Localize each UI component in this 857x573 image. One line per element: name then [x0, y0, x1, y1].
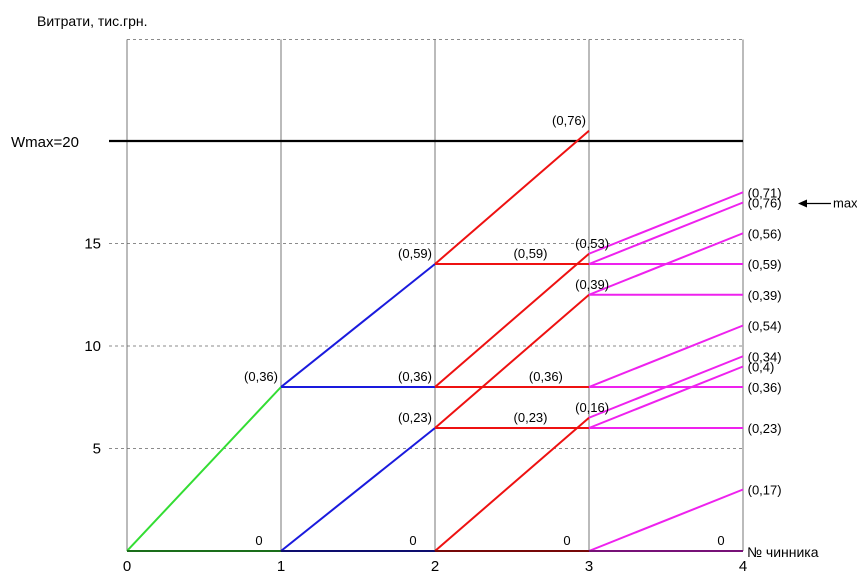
segment-stage3 — [434, 129, 590, 265]
data-label: (0,34) — [748, 349, 782, 364]
data-label: (0,54) — [748, 319, 782, 334]
y-axis-title: Витрати, тис.грн. — [37, 13, 147, 29]
data-label: (0,76) — [552, 113, 586, 128]
data-label: (0,76) — [748, 196, 782, 211]
segment-stage1 — [126, 386, 282, 552]
y-tick-label: 15 — [84, 236, 101, 253]
y-tick-label: 10 — [84, 338, 101, 355]
data-label: (0,23) — [748, 421, 782, 436]
data-label: (0,59) — [398, 246, 432, 261]
data-label: (0,56) — [748, 226, 782, 241]
data-label: (0,36) — [748, 380, 782, 395]
x-tick-label: 2 — [431, 558, 439, 573]
data-label: (0,16) — [575, 400, 609, 415]
data-label: (0,23) — [398, 410, 432, 425]
data-label: 0 — [563, 533, 570, 548]
data-label: (0,53) — [575, 236, 609, 251]
data-label: (0,71) — [748, 185, 782, 200]
data-label: (0,36) — [529, 369, 563, 384]
data-label: (0,4) — [748, 360, 775, 375]
segment-stage2 — [280, 427, 436, 552]
data-label: (0,59) — [748, 257, 782, 272]
max-label: max — [833, 196, 857, 211]
segment-stage4 — [588, 324, 744, 388]
segment-stage4 — [588, 201, 744, 265]
data-label: 0 — [255, 533, 262, 548]
data-label: 0 — [409, 533, 416, 548]
data-label: (0,39) — [575, 277, 609, 292]
data-label: (0,36) — [398, 369, 432, 384]
data-label: (0,36) — [244, 369, 278, 384]
max-marker: max — [798, 196, 857, 211]
data-label: (0,39) — [748, 288, 782, 303]
segment-stage2 — [280, 263, 436, 388]
data-labels: 0 0 0 0 (0,36) (0,59) (0,23) (0,36) (0,76) (0,59)… — [244, 113, 782, 548]
x-tick-label: 3 — [585, 558, 593, 573]
x-axis-title: № чинника — [747, 544, 819, 560]
max-arrow-head — [798, 199, 807, 208]
segment-stage3 — [434, 416, 590, 552]
wmax-label: Wmax=20 — [11, 134, 79, 151]
x-tick-label: 1 — [277, 558, 285, 573]
segment-stage4 — [588, 191, 744, 255]
data-label: (0,23) — [514, 410, 548, 425]
segment-stage3 — [434, 252, 590, 388]
data-label: (0,59) — [514, 246, 548, 261]
segment-stage4 — [588, 365, 744, 429]
reference-line-group: Wmax=20 — [11, 134, 743, 151]
segment-stage3 — [434, 293, 590, 429]
y-tick-label: 5 — [93, 441, 101, 458]
x-tick-label: 4 — [739, 558, 747, 573]
segment-stage4 — [588, 488, 744, 552]
x-tick-label: 0 — [123, 558, 131, 573]
data-label: 0 — [717, 533, 724, 548]
data-label: (0,17) — [748, 483, 782, 498]
